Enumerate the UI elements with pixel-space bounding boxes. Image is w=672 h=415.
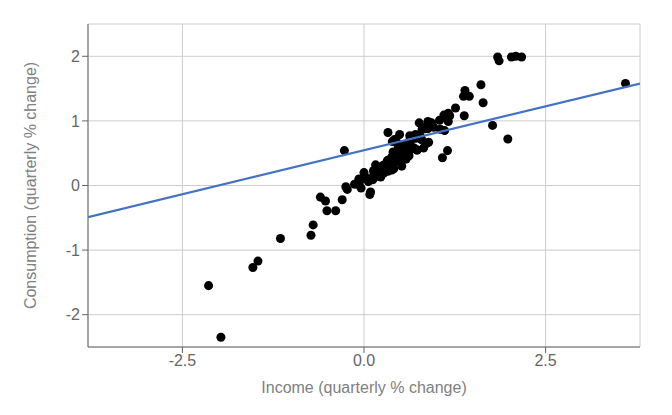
svg-text:-2.5: -2.5 bbox=[169, 352, 197, 369]
svg-text:Consumption (quarterly % chang: Consumption (quarterly % change) bbox=[22, 62, 39, 309]
svg-text:2: 2 bbox=[71, 48, 80, 65]
svg-text:1: 1 bbox=[71, 113, 80, 130]
svg-text:0.0: 0.0 bbox=[353, 352, 375, 369]
svg-text:-1: -1 bbox=[66, 242, 80, 259]
svg-text:0: 0 bbox=[71, 177, 80, 194]
svg-text:Income (quarterly % change): Income (quarterly % change) bbox=[261, 379, 466, 396]
svg-text:-2: -2 bbox=[66, 306, 80, 323]
svg-text:2.5: 2.5 bbox=[534, 352, 556, 369]
